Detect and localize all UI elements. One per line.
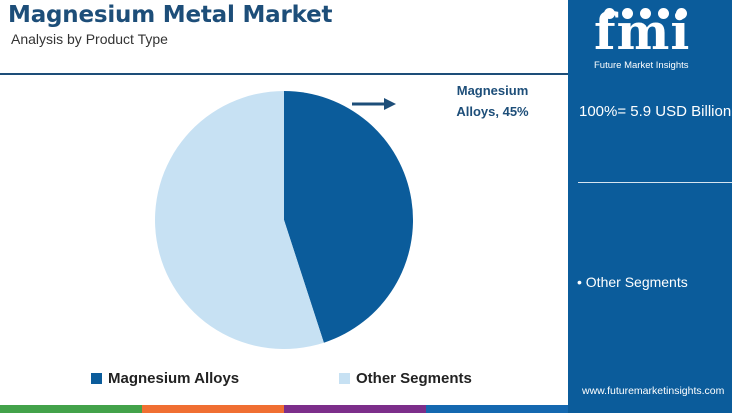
pie-slice-other-segments — [155, 91, 324, 349]
bottom-bar-segment-purple — [284, 405, 426, 413]
sidebar-divider — [578, 182, 732, 183]
page-subtitle: Analysis by Product Type — [11, 31, 168, 47]
fmi-logo: fmi Future Market Insights — [568, 2, 732, 72]
pie-slices — [155, 91, 414, 349]
slice-data-label-line1: Magnesium — [456, 83, 529, 98]
logo-tagline: Future Market Insights — [594, 60, 689, 71]
page-title: Magnesium Metal Market — [8, 2, 333, 28]
legend-label-magnesium-alloys: Magnesium Alloys — [108, 370, 240, 387]
slice-data-label-line2: Alloys, 45% — [456, 104, 529, 119]
pie-chart — [155, 91, 414, 349]
bottom-bar-segment-green — [0, 405, 142, 413]
logo-dots-icon — [604, 8, 714, 20]
bottom-bar-segment-orange — [142, 405, 284, 413]
slice-data-label: Magnesium Alloys, 45% — [440, 80, 545, 122]
bottom-color-bar — [0, 405, 568, 413]
chart-panel: Magnesium Metal Market Analysis by Produ… — [0, 2, 568, 392]
legend-item-other-segments: Other Segments — [339, 370, 472, 387]
logo-wordmark: fmi — [594, 2, 691, 61]
market-total: 100%= 5.9 USD Billion — [579, 103, 732, 120]
other-segments-note: • Other Segments — [577, 274, 688, 290]
legend-label-other-segments: Other Segments — [356, 370, 472, 387]
legend-swatch-magnesium-alloys — [91, 373, 102, 384]
legend-item-magnesium-alloys: Magnesium Alloys — [91, 370, 239, 387]
callout-arrow — [352, 98, 396, 110]
pie-slice-magnesium-alloys — [284, 91, 414, 343]
legend-swatch-other-segments — [339, 373, 350, 384]
legend: Magnesium Alloys Other Segments — [0, 370, 568, 392]
website-url: www.futuremarketinsights.com — [582, 385, 725, 397]
info-sidebar: fmi Future Market Insights 100%= 5.9 USD… — [568, 0, 732, 413]
bottom-bar-segment-blue — [426, 405, 568, 413]
title-divider — [0, 73, 568, 75]
